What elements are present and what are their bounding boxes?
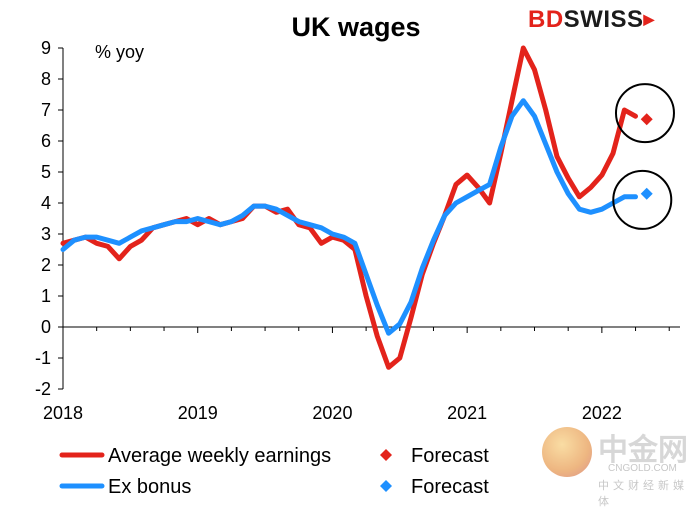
watermark: 中金网 CNGOLD.COM 中文财经新媒体: [538, 425, 698, 508]
watermark-name: 中金网: [598, 433, 688, 468]
legend-swatch-diamond: [380, 480, 392, 492]
y-tick-label: 4: [41, 193, 51, 213]
axes: -2 -1 0 1 2 3 4 5 6 7 8 9 2018 2019 2020 2021 2022: [35, 38, 680, 423]
x-tick-label: 2021: [447, 403, 487, 423]
forecast-point: [640, 113, 653, 126]
brand-logo: BDSWISS▶: [528, 6, 655, 34]
x-tick-label: 2018: [43, 403, 83, 423]
plot-area: [60, 45, 675, 370]
highlight-circle: [614, 83, 675, 144]
x-tick-label: 2022: [582, 403, 622, 423]
legend-label: Forecast: [411, 476, 489, 498]
series-line-0: [60, 45, 638, 370]
watermark-url: CNGOLD.COM: [608, 463, 677, 474]
y-tick-label: 6: [41, 131, 51, 151]
brand-logo-part1: BD: [528, 6, 564, 33]
chart-title: UK wages: [291, 12, 420, 42]
y-tick-label: 2: [41, 255, 51, 275]
y-tick-label: 5: [41, 162, 51, 182]
legend-label: Average weekly earnings: [108, 445, 331, 467]
y-tick-label: 9: [41, 38, 51, 58]
legend: Average weekly earnings Forecast Ex bonus F…: [59, 445, 489, 498]
y-tick-label: 0: [41, 317, 51, 337]
y-tick-label: -2: [35, 379, 51, 399]
chevron-right-icon: ▶: [643, 11, 655, 27]
highlight-circle: [612, 169, 673, 230]
unit-label: % yoy: [95, 42, 144, 62]
x-tick-label: 2019: [178, 403, 218, 423]
series-line-1: [60, 98, 638, 336]
legend-swatch-diamond: [380, 449, 392, 461]
legend-label: Forecast: [411, 445, 489, 467]
y-tick-label: 7: [41, 100, 51, 120]
x-tick-label: 2020: [312, 403, 352, 423]
brand-logo-part2: SWISS: [563, 6, 644, 33]
legend-label: Ex bonus: [108, 476, 191, 498]
y-tick-label: 1: [41, 286, 51, 306]
y-tick-label: -1: [35, 348, 51, 368]
watermark-subtitle: 中文财经新媒体: [598, 479, 688, 508]
forecast-point: [640, 187, 653, 200]
watermark-logo-icon: [542, 427, 592, 477]
y-tick-label: 3: [41, 224, 51, 244]
y-tick-label: 8: [41, 69, 51, 89]
